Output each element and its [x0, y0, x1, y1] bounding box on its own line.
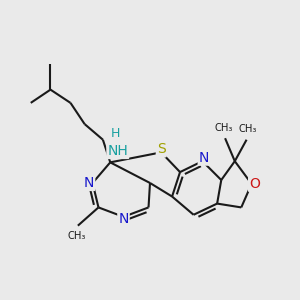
Text: N: N: [118, 212, 129, 226]
Text: CH₃: CH₃: [67, 231, 86, 241]
Text: N: N: [84, 176, 94, 190]
Text: N: N: [199, 151, 209, 165]
Text: S: S: [157, 142, 166, 156]
Text: H: H: [111, 127, 120, 140]
Text: CH₃: CH₃: [214, 123, 233, 133]
Text: NH: NH: [107, 144, 128, 158]
Text: CH₃: CH₃: [239, 124, 257, 134]
Text: O: O: [249, 177, 260, 191]
